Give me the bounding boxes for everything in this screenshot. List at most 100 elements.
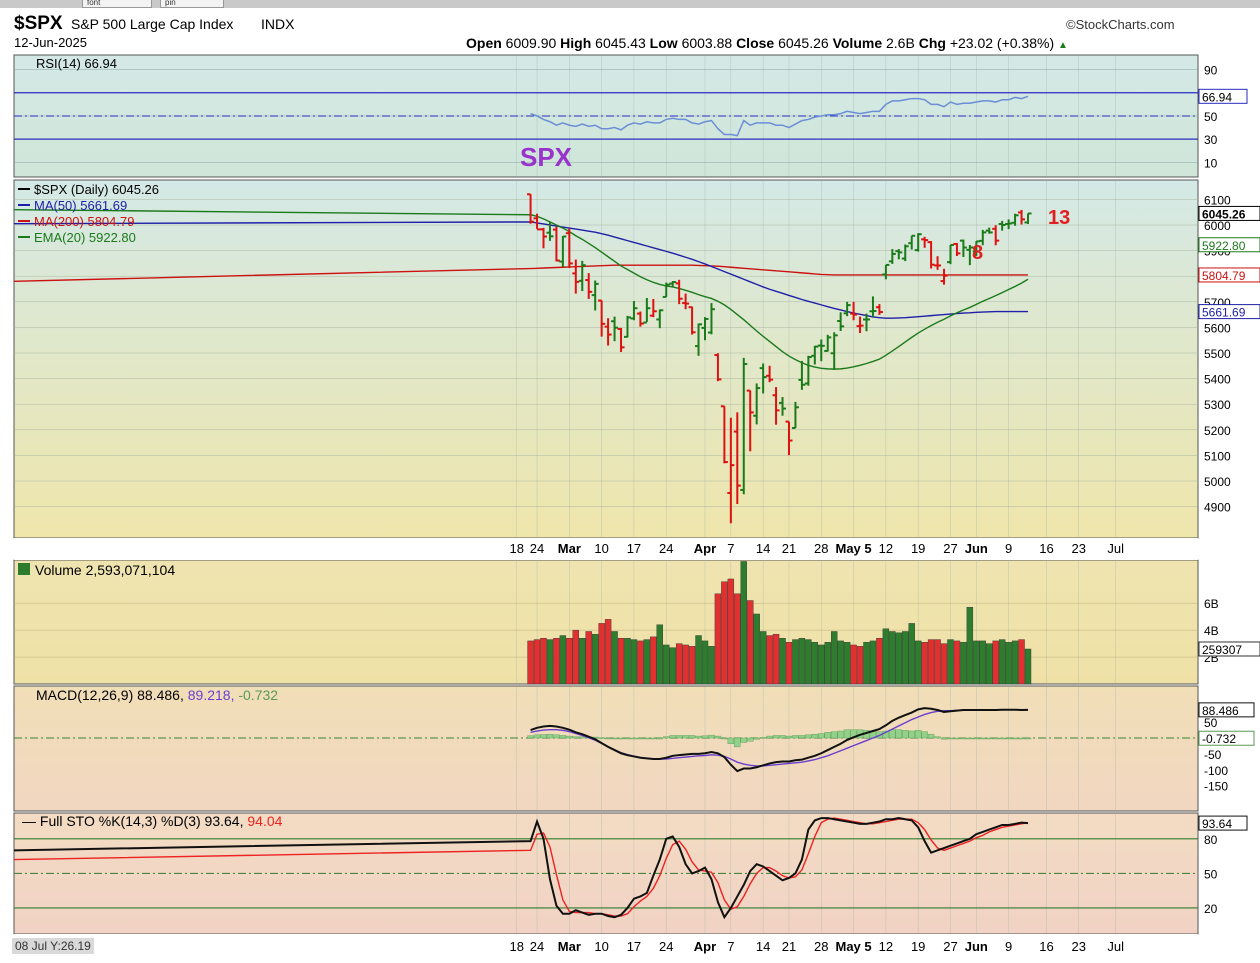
macd-hist-bar: [947, 737, 954, 740]
ohlc-bar: [662, 282, 670, 298]
macd-hist-bar: [914, 730, 922, 739]
price-tag-box: [1198, 237, 1260, 253]
ohlc-bar: [1018, 209, 1026, 225]
ohlc-bar: [798, 360, 806, 390]
price-value-tag: 5922.80: [1202, 239, 1246, 253]
price-tick-label: 4900: [1204, 501, 1231, 515]
macd-line: [530, 707, 1029, 773]
volume-bar: [798, 638, 806, 685]
volume-bar: [831, 631, 838, 685]
macd-hist-bar: [779, 735, 786, 739]
macd-signal-value: 89.218,: [188, 687, 239, 703]
x-tick-label: 17: [627, 541, 641, 556]
macd-hist-bar: [604, 737, 612, 740]
footer-readout: 08 Jul Y:26.19: [12, 938, 94, 954]
macd-hist-bar: [811, 733, 819, 739]
ohlc-bar: [824, 334, 832, 352]
ohlc-bar: [979, 229, 987, 246]
macd-hist-bar: [1024, 737, 1032, 740]
ohlc-bar: [649, 298, 657, 318]
ohlc-bar: [585, 273, 593, 299]
x-tick-label-bottom: Mar: [558, 939, 581, 954]
volume-bar: [863, 642, 870, 685]
volume-value: 2.6B: [886, 35, 915, 51]
volume-bar: [843, 642, 851, 685]
ohlc-bar: [617, 327, 625, 352]
macd-hist-bar: [559, 735, 567, 739]
volume-bar: [882, 628, 890, 685]
x-tick-label: 12: [879, 541, 893, 556]
volume-bar: [759, 631, 767, 685]
pin-button[interactable]: pin: [160, 0, 224, 8]
volume-bar: [637, 640, 644, 685]
ohlc-bar: [895, 249, 903, 260]
price-panel-bg: [13, 179, 1199, 539]
macd-hist-bar: [908, 730, 915, 739]
volume-bar: [824, 642, 831, 685]
ohlc-bar: [746, 389, 754, 452]
volume-bar: [889, 631, 896, 685]
chart-header: $SPX S&P 500 Large Cap Index INDX 12-Jun…: [0, 8, 1260, 54]
ohlc-bar: [656, 309, 664, 329]
x-tick-label-bottom: 24: [530, 939, 544, 954]
brand-logo[interactable]: ©StockCharts.com: [1066, 17, 1175, 32]
sto-tick-label: 20: [1204, 902, 1218, 916]
x-tick-label-bottom: 19: [911, 939, 925, 954]
ohlc-bar: [720, 405, 728, 464]
macd-hist-bar: [1011, 737, 1019, 740]
chg-value: +23.02 (+0.38%): [949, 35, 1055, 51]
low-label: Low: [649, 35, 678, 51]
macd-hist-bar: [792, 735, 799, 739]
ma50-line: [13, 221, 1028, 319]
macd-panel-bg: [13, 685, 1199, 812]
price-legend-item: MA(50) 5661.69: [34, 198, 127, 213]
x-tick-label: 21: [782, 541, 796, 556]
volume-bar: [818, 644, 825, 685]
macd-tick-label: -150: [1204, 780, 1228, 794]
volume-bar: [927, 639, 935, 685]
ohlc-bar: [772, 387, 780, 425]
volume-bar: [792, 639, 799, 685]
macd-hist-bar: [902, 730, 909, 739]
volume-bar: [747, 600, 754, 685]
x-tick-label: Jun: [965, 541, 988, 556]
x-tick-label-bottom: May 5: [836, 939, 872, 954]
x-axis-strip: [14, 538, 1198, 560]
volume-bar: [805, 639, 812, 685]
x-tick-label: Jul: [1107, 541, 1124, 556]
macd-hist-bar: [921, 731, 928, 739]
volume-bar: [656, 624, 663, 685]
symbol: $SPX: [14, 13, 63, 34]
macd-hist-bar: [986, 737, 993, 740]
x-tick-label-bottom: Jul: [1107, 939, 1124, 954]
ohlc-bar: [1011, 213, 1019, 226]
price-tick-label: 5000: [1204, 475, 1231, 489]
volume-bar: [663, 644, 670, 685]
exchange: INDX: [261, 16, 295, 32]
volume-bar: [721, 581, 728, 685]
volume-tick-label: 4B: [1204, 624, 1219, 638]
rsi-tick-label: 90: [1204, 64, 1218, 78]
ohlc-bar: [779, 397, 787, 416]
font-button[interactable]: font: [82, 0, 152, 8]
sto-tag-box: [1198, 815, 1248, 831]
ohlc-bar: [791, 401, 799, 430]
x-tick-label-bottom: Apr: [694, 939, 716, 954]
macd-hist-bar: [637, 737, 644, 740]
macd-hist-bar: [611, 737, 618, 740]
x-tick-label: 10: [594, 541, 608, 556]
volume-bar: [979, 640, 986, 685]
volume-bar: [1011, 640, 1019, 685]
x-tick-label-bottom: 7: [727, 939, 734, 954]
macd-hist-bar: [934, 736, 941, 739]
ohlc-bar: [714, 353, 722, 382]
macd-hist-bar: [656, 737, 663, 740]
up-arrow-icon: ▲: [1058, 40, 1068, 51]
ohlc-bar: [675, 279, 683, 305]
volume-label: Volume 2,593,071,104: [35, 562, 175, 578]
volume-bar: [643, 639, 651, 685]
macd-hist-bar: [973, 737, 980, 740]
volume-bar: [566, 638, 573, 685]
volume-bar: [772, 633, 780, 685]
x-tick-label: Apr: [694, 541, 716, 556]
